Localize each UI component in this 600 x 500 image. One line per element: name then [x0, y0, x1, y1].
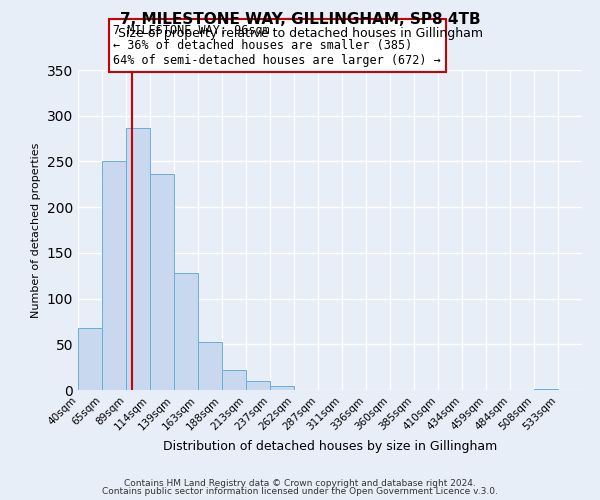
Bar: [270, 386, 294, 390]
Bar: [246, 381, 270, 390]
Bar: [78, 328, 102, 390]
Text: 7, MILESTONE WAY, GILLINGHAM, SP8 4TB: 7, MILESTONE WAY, GILLINGHAM, SP8 4TB: [119, 12, 481, 28]
Bar: [174, 273, 198, 390]
Bar: [150, 174, 174, 390]
Bar: [102, 162, 126, 390]
Y-axis label: Number of detached properties: Number of detached properties: [31, 142, 41, 318]
Bar: [534, 389, 558, 390]
Bar: [126, 128, 150, 390]
Bar: [198, 342, 222, 390]
Text: Contains HM Land Registry data © Crown copyright and database right 2024.: Contains HM Land Registry data © Crown c…: [124, 478, 476, 488]
Text: 7 MILESTONE WAY: 96sqm
← 36% of detached houses are smaller (385)
64% of semi-de: 7 MILESTONE WAY: 96sqm ← 36% of detached…: [113, 24, 441, 67]
Text: Contains public sector information licensed under the Open Government Licence v.: Contains public sector information licen…: [102, 487, 498, 496]
Bar: [222, 370, 246, 390]
Text: Size of property relative to detached houses in Gillingham: Size of property relative to detached ho…: [118, 28, 482, 40]
X-axis label: Distribution of detached houses by size in Gillingham: Distribution of detached houses by size …: [163, 440, 497, 453]
